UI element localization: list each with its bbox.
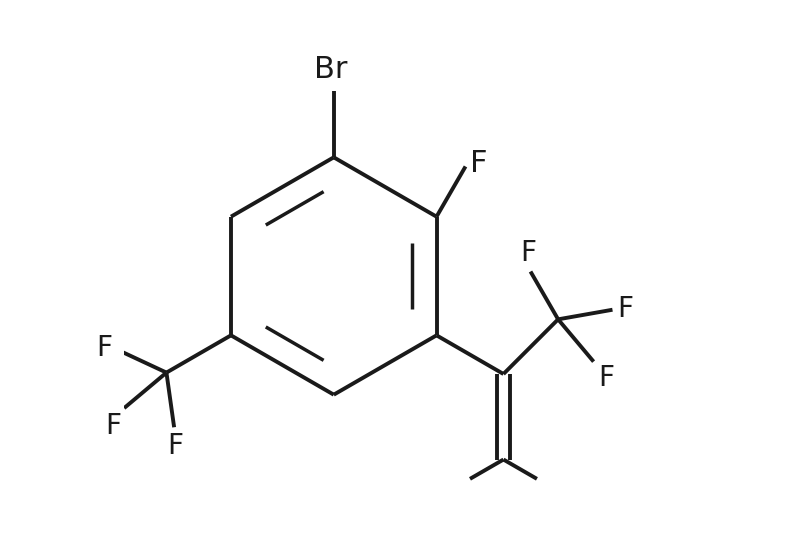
Text: F: F: [167, 432, 183, 460]
Text: F: F: [598, 364, 614, 392]
Text: Br: Br: [314, 55, 348, 84]
Text: F: F: [470, 149, 487, 178]
Text: F: F: [617, 295, 633, 323]
Text: F: F: [105, 412, 121, 440]
Text: F: F: [520, 239, 536, 267]
Text: F: F: [96, 333, 112, 362]
